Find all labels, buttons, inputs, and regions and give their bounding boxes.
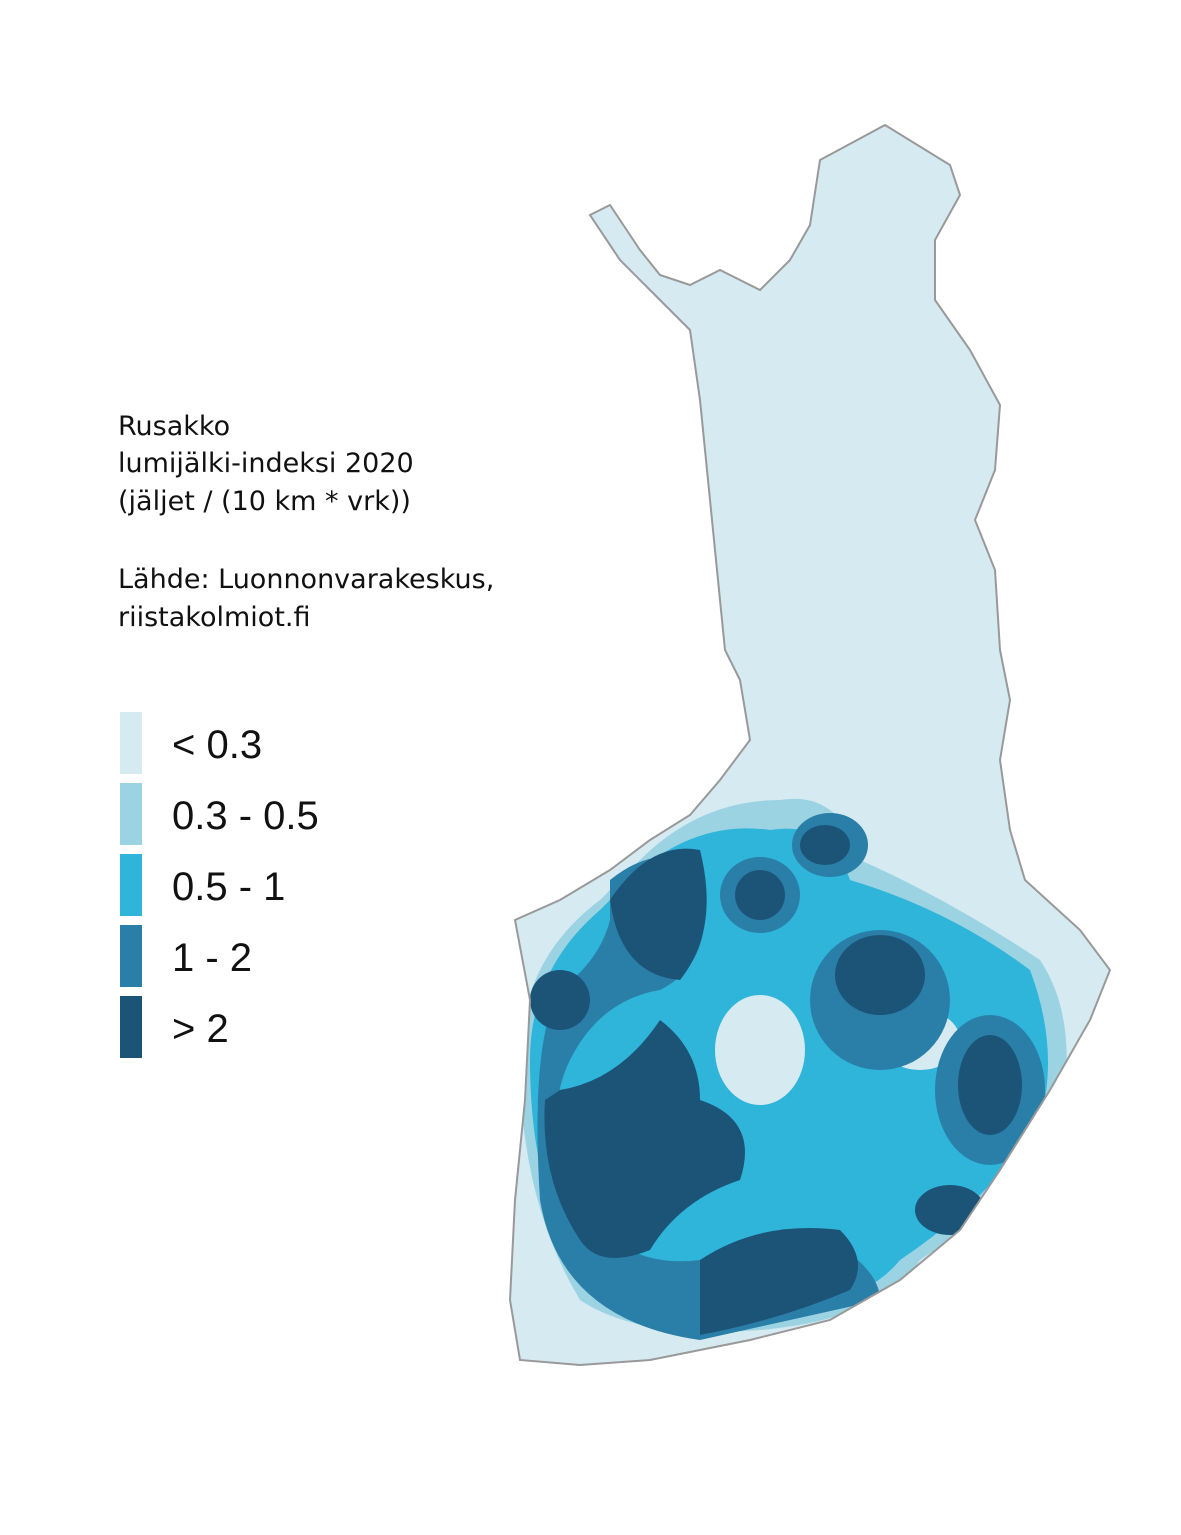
legend-label: 0.3 - 0.5	[172, 794, 319, 838]
legend-label: > 2	[172, 1007, 229, 1051]
legend-swatch	[120, 712, 142, 774]
legend: < 0.3 0.3 - 0.5 0.5 - 1 1 - 2 > 2	[120, 712, 319, 1058]
info-line: lumijälki-indeksi 2020	[118, 448, 414, 479]
zone	[958, 1035, 1022, 1135]
zone	[530, 970, 590, 1030]
legend-swatch	[120, 925, 142, 987]
source-line: riistakolmiot.fi	[118, 602, 311, 633]
legend-label: 1 - 2	[172, 936, 252, 980]
zone	[700, 1228, 858, 1335]
legend-label: < 0.3	[172, 723, 262, 767]
info: Rusakko lumijälki-indeksi 2020 (jäljet /…	[118, 411, 494, 633]
map	[510, 125, 1110, 1365]
zone	[835, 935, 925, 1015]
legend-swatch	[120, 996, 142, 1058]
source-line: Lähde: Luonnonvarakeskus,	[118, 564, 494, 595]
zone	[715, 995, 805, 1105]
zone	[735, 870, 785, 920]
legend-swatch	[120, 783, 142, 845]
info-line: (jäljet / (10 km * vrk))	[118, 486, 411, 517]
zone	[537, 857, 880, 1340]
zone	[544, 1020, 745, 1258]
zone	[800, 825, 850, 865]
legend-swatch	[120, 854, 142, 916]
info-line: Rusakko	[118, 411, 230, 442]
legend-label: 0.5 - 1	[172, 865, 285, 909]
zone	[610, 848, 707, 980]
